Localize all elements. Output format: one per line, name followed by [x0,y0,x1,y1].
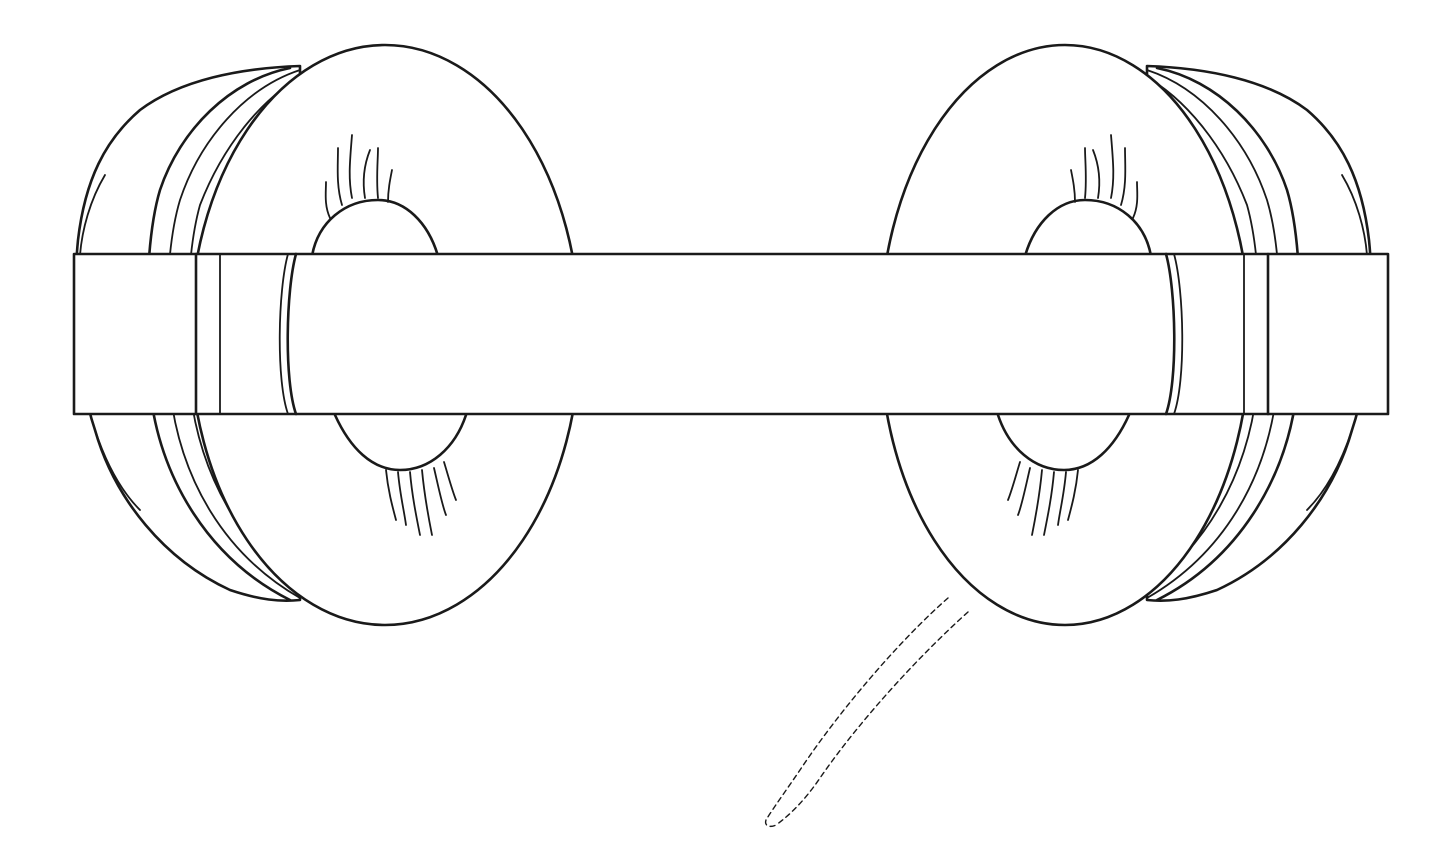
cable-edge-right [775,611,969,826]
cable-broken-line [764,597,969,828]
right-cup-ridge [1341,174,1368,256]
right-driver-opening-top [1023,198,1153,258]
right-pleats-top [1070,134,1139,219]
headband-left-slider [194,252,298,416]
left-pleats-bottom [385,461,457,536]
headband [72,252,1390,416]
right-pleats-bottom [1007,461,1079,536]
cable-edge-left [765,597,949,821]
cable-end [764,819,777,828]
headband-right-slider [1164,252,1270,416]
right-driver-opening-bottom [996,413,1131,472]
right-cup-ridge-bottom [1306,429,1353,511]
headband-band [72,252,1390,416]
left-cup-ridge-bottom [94,429,141,511]
left-cup-ridge [79,174,106,256]
left-driver-opening-top [310,198,440,258]
left-pleats-top [324,134,393,219]
left-driver-opening-bottom [333,413,468,472]
